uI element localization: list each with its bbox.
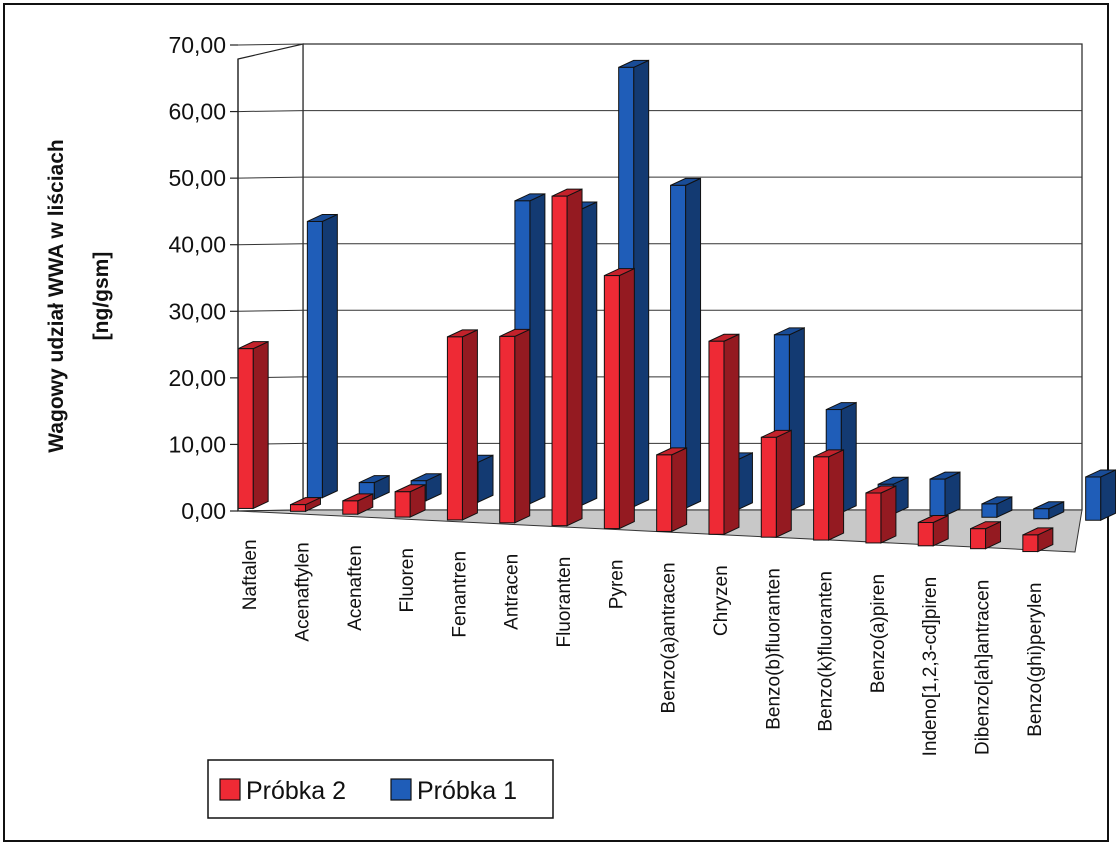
bar-probka1-side (736, 452, 753, 511)
bar-probka2-side (775, 429, 792, 538)
bar-probka2-side (723, 333, 740, 536)
bar-probka2-side (514, 328, 531, 524)
bar-probka1-side (477, 454, 494, 504)
bar-probka1 (1033, 508, 1050, 520)
legend-entry: Próbka 2 (246, 777, 346, 805)
bars (237, 59, 1116, 553)
y-tick-label: 20,00 (168, 365, 226, 391)
bar-probka1-side (321, 213, 338, 499)
bar-probka2 (917, 522, 934, 547)
legend-box (207, 759, 554, 819)
bar-probka1-side (944, 471, 961, 517)
category-label: Fluoranten (554, 557, 575, 648)
y-tick-label: 30,00 (168, 298, 226, 324)
bar-probka2 (237, 348, 254, 509)
gridline-side (237, 110, 304, 113)
bar-probka2-side (252, 340, 269, 510)
bar-probka1-side (1100, 469, 1116, 522)
bar-probka2 (394, 491, 411, 518)
bar-probka1 (981, 503, 998, 518)
y-tick-label: 70,00 (168, 32, 226, 58)
bar-probka2 (970, 528, 987, 550)
category-label: Benzo(a)piren (868, 574, 889, 693)
bar-probka2 (289, 504, 306, 512)
gridline-side (237, 243, 304, 246)
legend-swatch (390, 778, 412, 801)
y-tick-label: 50,00 (168, 165, 226, 191)
legend: Próbka 2 Próbka 1 (207, 759, 554, 819)
legend-swatch (219, 778, 241, 801)
gridline-side (237, 309, 304, 312)
y-axis-title-line-2: [ng/gsm] (90, 252, 113, 341)
bar-probka1-side (633, 59, 650, 508)
bar-probka1 (929, 478, 946, 517)
bar-probka2 (656, 454, 673, 532)
bar-probka2 (499, 335, 516, 524)
y-axis-title-line-1: Wagowy udział WWA w liściach (45, 139, 68, 452)
y-tick-label: 40,00 (168, 232, 226, 258)
y-axis: 0,00 10,00 20,00 30,00 40,00 50,00 60,00 70,00 (168, 32, 239, 524)
category-label: Antracen (502, 554, 523, 630)
bar-probka2-side (671, 447, 688, 533)
bar-probka2 (1022, 534, 1039, 553)
category-label: Acenaftylen (292, 542, 313, 641)
gridline-side (237, 176, 304, 179)
category-label: Acenaften (345, 545, 366, 631)
bar-probka1 (1085, 476, 1102, 521)
y-tick-label: 0,00 (181, 498, 226, 524)
category-label: Pyren (606, 560, 627, 610)
x-axis: Naftalen Acenaftylen Acenaften Fluoren Fenan… (240, 539, 1046, 756)
category-label: Benzo(b)fluoranten (763, 568, 784, 730)
bar-probka2 (603, 275, 620, 530)
bar-probka2-side (566, 188, 583, 527)
bar-probka1-side (529, 193, 546, 505)
category-label: Fenantren (449, 551, 470, 638)
bar-probka1-side (581, 201, 598, 507)
bar-probka1-side (685, 177, 702, 510)
category-label: Fluoren (397, 548, 418, 612)
bar-probka2-side (880, 485, 897, 544)
category-label: Dibenzo[ah]antracen (973, 580, 994, 755)
bar-probka2-side (461, 329, 478, 521)
bar-probka2 (708, 340, 725, 535)
bar-probka2-side (618, 267, 635, 530)
bar-probka2 (551, 195, 568, 527)
category-label: Chryzen (711, 565, 732, 636)
y-tick-label: 10,00 (168, 431, 226, 457)
bar-probka2 (760, 436, 777, 538)
bar-probka2 (865, 492, 882, 544)
category-label: Naftalen (240, 539, 261, 610)
category-label: Benzo(ghi)perylen (1025, 583, 1046, 737)
category-label: Benzo(k)fluoranten (816, 571, 837, 732)
bar-probka1 (306, 220, 323, 499)
legend-entry: Próbka 1 (417, 777, 517, 805)
bar-probka2 (342, 500, 359, 515)
gridline-side (237, 43, 304, 46)
category-label: Indeno[1,2,3-cd]piren (920, 577, 941, 757)
y-tick-label: 60,00 (168, 99, 226, 125)
category-label: Benzo(a)antracen (659, 562, 680, 713)
bar-probka2 (813, 456, 830, 541)
chart-walls (237, 43, 1083, 512)
bar-probka2 (446, 336, 463, 521)
bar-probka2-side (828, 449, 845, 541)
